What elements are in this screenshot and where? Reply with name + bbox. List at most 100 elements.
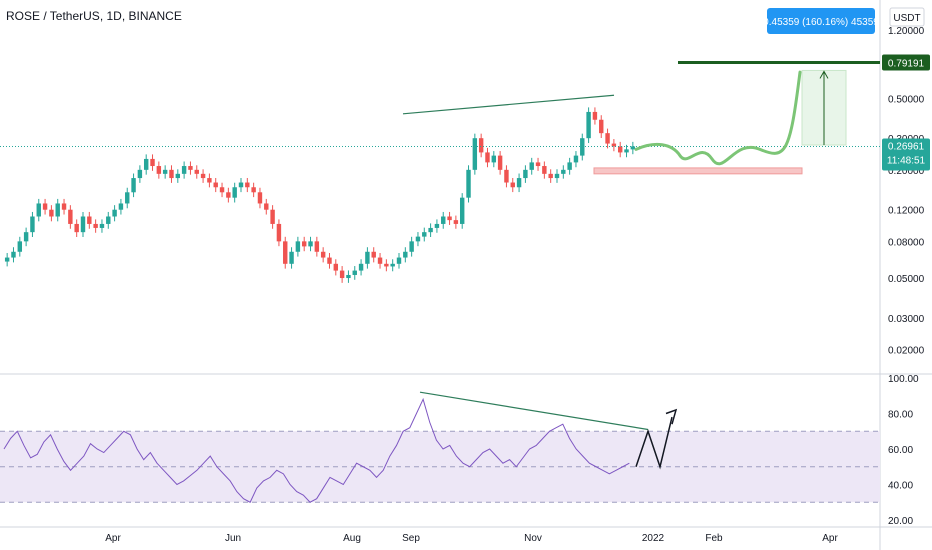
candle-body xyxy=(30,216,35,233)
candle-body xyxy=(99,223,105,228)
measure-callout-label: 0.45359 (160.16%) 45359 xyxy=(763,17,879,28)
candle-body xyxy=(156,166,162,174)
candle-body xyxy=(441,216,446,224)
rsi-forecast xyxy=(635,416,673,470)
candle-body xyxy=(289,251,294,264)
time-tick-label: Sep xyxy=(402,533,420,544)
time-tick-label: Feb xyxy=(705,533,723,544)
candle-body xyxy=(358,263,364,271)
candle-body xyxy=(207,178,212,183)
candle-body xyxy=(42,203,48,210)
rsi-tick-label: 60.00 xyxy=(888,445,913,456)
candle-body xyxy=(592,111,598,120)
candle-body xyxy=(232,187,237,198)
price-tick-label: 0.08000 xyxy=(888,237,925,248)
candle-body xyxy=(308,241,313,247)
candle-body xyxy=(371,251,376,258)
candle-body xyxy=(529,162,534,170)
candle-body xyxy=(346,274,351,279)
price-tick-label: 0.50000 xyxy=(888,94,925,105)
candle-body xyxy=(55,203,60,217)
candle-body xyxy=(523,169,528,179)
last-price-label: 0.26961 xyxy=(888,142,925,153)
time-tick-label: Aug xyxy=(343,533,361,544)
candle-body xyxy=(611,143,617,147)
candle-body xyxy=(87,216,92,224)
candle-body xyxy=(542,166,547,174)
price-tick-label: 0.12000 xyxy=(888,206,925,217)
candle-body xyxy=(586,111,591,139)
candle-body xyxy=(491,155,497,163)
candle-body xyxy=(175,173,181,179)
candle-body xyxy=(131,178,136,193)
candle-body xyxy=(453,220,459,224)
candle-body xyxy=(333,263,339,271)
rsi-line xyxy=(3,397,630,503)
forecast-path xyxy=(634,70,802,166)
candle-body xyxy=(295,241,301,252)
candle-body xyxy=(264,203,269,210)
candle-body xyxy=(181,166,187,174)
candle-body xyxy=(137,169,143,179)
candle-body xyxy=(624,149,629,153)
candle-body xyxy=(403,251,408,258)
candle-body xyxy=(415,236,421,242)
candle-body xyxy=(599,119,604,134)
last-price-tag xyxy=(882,138,930,171)
candle-body xyxy=(390,263,395,267)
candle-body xyxy=(422,232,427,237)
candle-body xyxy=(162,169,168,174)
candle-body xyxy=(447,216,452,221)
candle-body xyxy=(466,169,471,198)
rsi-tick-label: 40.00 xyxy=(888,481,913,492)
target-price-tag xyxy=(882,54,930,71)
time-tick-label: Apr xyxy=(105,533,121,544)
candle-body xyxy=(365,251,370,264)
candle-body xyxy=(339,270,345,279)
measure-arrow-head xyxy=(819,70,829,79)
candle-body xyxy=(352,270,357,275)
candle-body xyxy=(61,203,67,210)
rsi-forecast-arrow xyxy=(665,408,678,425)
candle-body xyxy=(23,232,29,242)
candle-body xyxy=(150,158,155,167)
candle-body xyxy=(93,223,98,228)
candle-body xyxy=(213,182,218,188)
candle-body xyxy=(226,192,231,198)
candle-body xyxy=(68,209,73,224)
candle-body xyxy=(573,155,579,163)
rsi-tick-label: 20.00 xyxy=(888,516,913,527)
candle-body xyxy=(327,257,332,264)
candle-body xyxy=(377,257,383,264)
candle-body xyxy=(472,138,478,170)
candle-body xyxy=(245,182,250,188)
candle-body xyxy=(276,223,282,242)
candle-body xyxy=(143,158,149,170)
rsi-tick-label: 80.00 xyxy=(888,410,913,421)
candle-body xyxy=(49,209,54,217)
candle-body xyxy=(112,209,117,217)
time-tick-label: 2022 xyxy=(642,533,665,544)
candle-body xyxy=(428,227,433,233)
price-trendline xyxy=(402,94,615,115)
candle-body xyxy=(320,251,326,258)
candle-body xyxy=(11,251,16,258)
candle-body xyxy=(561,169,566,174)
candle-body xyxy=(384,263,389,267)
price-tick-label: 0.02000 xyxy=(888,346,925,357)
unit-box xyxy=(889,7,925,27)
candle-body xyxy=(459,197,465,224)
candle-body xyxy=(17,241,23,252)
countdown-label: 11:48:51 xyxy=(887,156,926,167)
price-tick-label: 1.20000 xyxy=(888,26,925,37)
candle-body xyxy=(301,241,307,247)
candle-body xyxy=(283,241,288,264)
candle-body xyxy=(548,173,553,179)
candle-body xyxy=(510,182,515,188)
candle-body xyxy=(605,133,610,144)
price-tick-label: 0.03000 xyxy=(888,314,925,325)
candle-body xyxy=(497,155,503,170)
rsi-trendline xyxy=(419,391,649,431)
candle-body xyxy=(200,173,206,179)
